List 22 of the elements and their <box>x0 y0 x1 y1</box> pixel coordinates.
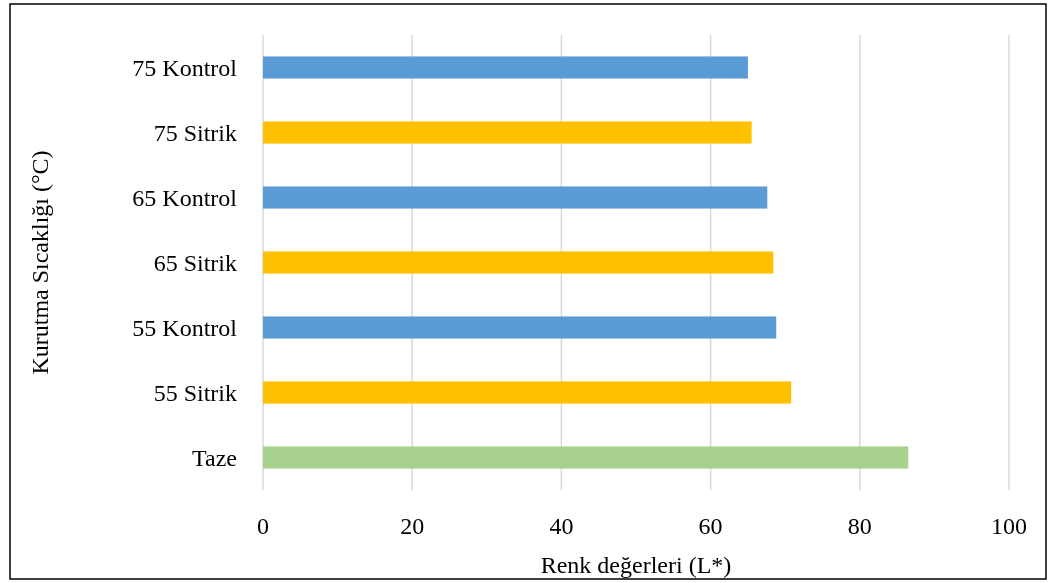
bar <box>263 381 792 404</box>
bar <box>263 446 909 469</box>
x-tick-label: 20 <box>400 513 425 539</box>
bar <box>263 56 748 79</box>
y-axis-title: Kurutma Sıcaklığı (°C) <box>27 150 53 375</box>
x-tick-label: 40 <box>549 513 574 539</box>
bar <box>263 316 777 339</box>
bar <box>263 251 774 274</box>
bar <box>263 186 768 209</box>
y-tick-label: 55 Kontrol <box>132 314 238 341</box>
x-tick-label: 100 <box>991 513 1027 539</box>
bar <box>263 121 752 144</box>
y-tick-label: 65 Sitrik <box>153 249 237 276</box>
x-tick-label: 0 <box>257 513 269 539</box>
y-tick-label: 75 Kontrol <box>132 54 238 81</box>
x-tick-label: 60 <box>698 513 723 539</box>
y-tick-label: 65 Kontrol <box>132 184 238 211</box>
y-tick-label: 55 Sitrik <box>153 379 237 406</box>
y-tick-label: 75 Sitrik <box>153 119 237 146</box>
x-tick-label: 80 <box>847 513 872 539</box>
x-axis-title: Renk değerleri (L*) <box>540 552 732 578</box>
y-tick-label: Taze <box>192 444 237 471</box>
